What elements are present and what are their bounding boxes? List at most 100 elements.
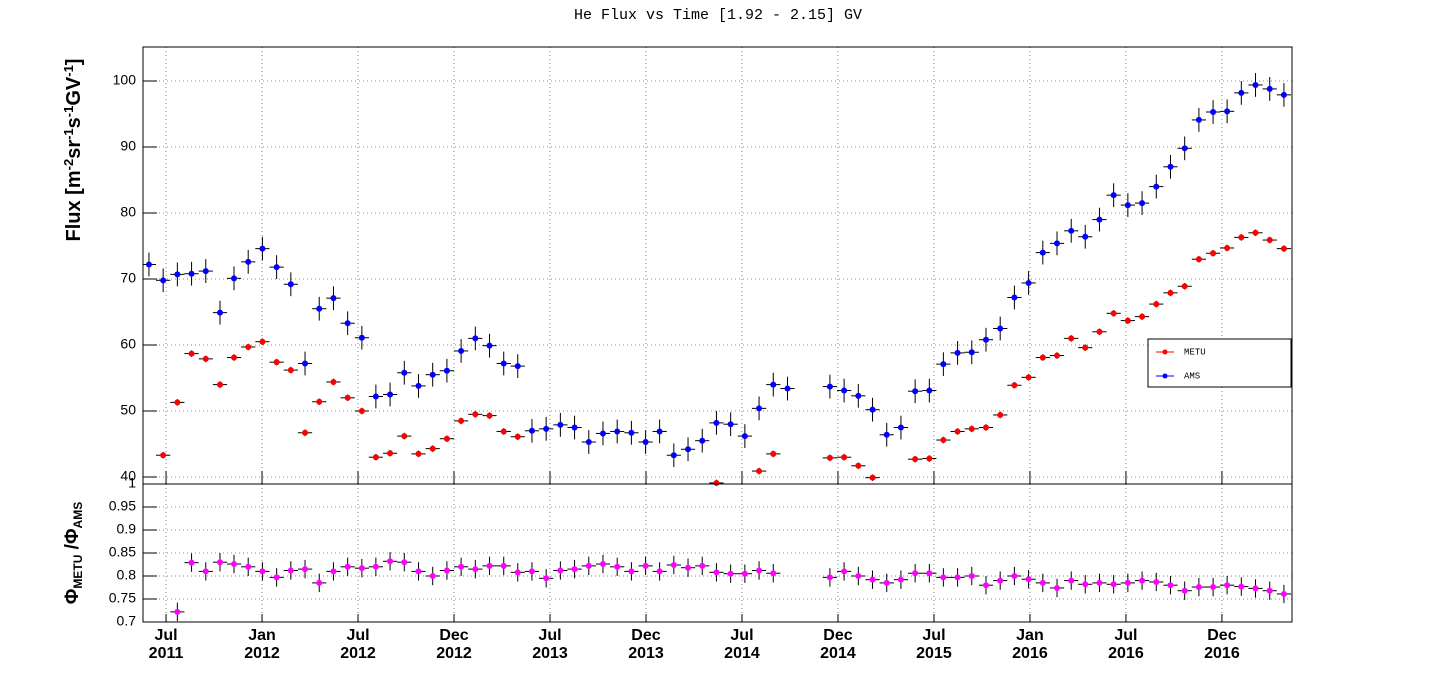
marker — [727, 570, 734, 577]
marker — [656, 428, 663, 435]
marker — [316, 305, 323, 312]
marker — [741, 570, 748, 577]
marker — [557, 567, 564, 574]
marker — [1252, 81, 1259, 88]
marker — [557, 421, 564, 428]
marker — [855, 573, 862, 579]
marker — [174, 271, 181, 278]
marker — [699, 562, 706, 569]
marker — [954, 349, 961, 356]
marker — [344, 394, 351, 401]
marker — [1153, 578, 1160, 585]
marker — [1181, 283, 1188, 290]
x-tick-label: Dec 2014 — [820, 627, 856, 662]
y-axis-label-part: METU — [71, 555, 85, 589]
y-tick-label: 1 — [128, 475, 136, 491]
marker — [1238, 234, 1245, 241]
y-tick-label: 100 — [113, 72, 137, 88]
marker — [628, 429, 635, 436]
marker — [1224, 582, 1231, 589]
y-tick-label: 0.7 — [117, 613, 137, 629]
marker — [571, 566, 578, 573]
marker — [486, 562, 493, 569]
marker — [259, 568, 266, 575]
marker — [1252, 229, 1259, 236]
marker — [897, 576, 904, 583]
x-tick-label: Jan 2012 — [244, 627, 280, 662]
marker — [1181, 587, 1188, 594]
marker — [372, 454, 379, 461]
marker — [500, 428, 507, 435]
marker — [770, 570, 777, 577]
marker — [1167, 289, 1174, 296]
marker — [230, 275, 237, 282]
marker — [1153, 183, 1160, 190]
marker — [841, 568, 848, 575]
marker — [1280, 245, 1287, 252]
marker — [997, 325, 1004, 332]
y-tick-label: 0.75 — [109, 590, 136, 606]
marker — [1082, 233, 1089, 240]
marker — [1025, 279, 1032, 286]
marker — [1110, 581, 1117, 588]
marker — [245, 258, 252, 265]
marker — [1252, 585, 1259, 592]
marker — [486, 342, 493, 349]
y-tick-label: 40 — [120, 468, 136, 484]
marker — [670, 452, 677, 459]
legend-marker — [1162, 373, 1168, 379]
marker — [387, 558, 394, 565]
marker — [287, 567, 294, 574]
marker — [259, 338, 266, 345]
marker — [1011, 382, 1018, 389]
marker — [188, 270, 195, 277]
marker — [543, 575, 550, 582]
marker — [912, 570, 919, 577]
marker — [528, 427, 535, 434]
marker — [401, 369, 408, 376]
marker — [1110, 192, 1117, 199]
marker — [1124, 579, 1131, 586]
marker — [614, 428, 621, 435]
marker — [841, 387, 848, 394]
x-tick-label: Jul 2016 — [1108, 627, 1144, 662]
marker — [316, 579, 323, 586]
marker — [358, 334, 365, 341]
marker — [713, 569, 720, 576]
marker — [1025, 576, 1032, 583]
marker — [1096, 579, 1103, 586]
marker — [1082, 344, 1089, 351]
marker — [855, 462, 862, 469]
x-tick-label: Jul 2015 — [916, 627, 952, 662]
y-axis-label-part: Φ — [62, 588, 83, 604]
x-tick-label: Jan 2016 — [1012, 627, 1048, 662]
marker — [1011, 294, 1018, 301]
marker — [599, 430, 606, 437]
marker — [1054, 352, 1061, 359]
marker — [443, 367, 450, 374]
marker — [273, 574, 280, 581]
marker — [472, 566, 479, 573]
marker — [770, 381, 777, 388]
marker — [685, 446, 692, 453]
marker — [883, 431, 890, 438]
marker — [458, 347, 465, 354]
marker — [883, 579, 890, 586]
marker — [982, 582, 989, 589]
y-tick-label: 0.9 — [117, 521, 137, 537]
y-axis-label-part: -2 — [61, 159, 76, 171]
marker — [940, 361, 947, 368]
marker — [826, 383, 833, 390]
marker — [429, 445, 436, 452]
y-axis-label-part: -1 — [61, 65, 76, 77]
y-axis-label-part: GV — [63, 76, 85, 106]
marker — [784, 385, 791, 392]
marker — [415, 568, 422, 575]
marker — [1266, 587, 1273, 594]
marker — [1195, 116, 1202, 123]
marker — [1025, 374, 1032, 381]
y-tick-label: 50 — [120, 402, 136, 418]
y-tick-label: 0.95 — [109, 498, 136, 514]
marker — [458, 417, 465, 424]
marker — [216, 381, 223, 388]
